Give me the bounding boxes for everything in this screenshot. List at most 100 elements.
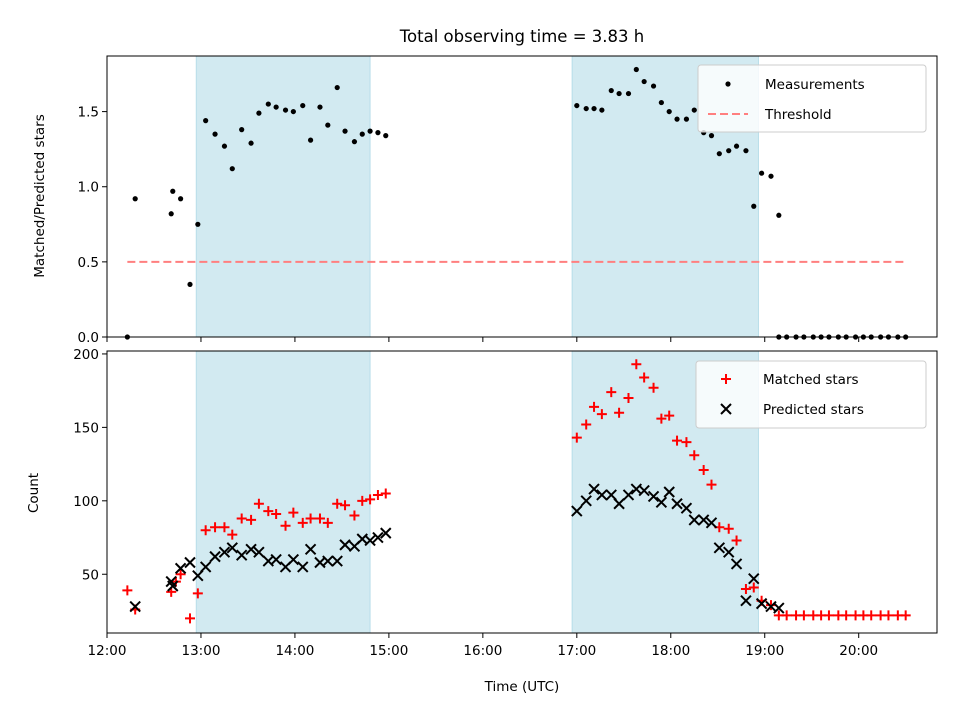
measurement-point: [282, 107, 289, 113]
x-tick-label: 19:00: [745, 643, 784, 659]
matched-star-point: [589, 401, 600, 412]
axes-frame: [106, 55, 938, 338]
matched-star-point: [731, 535, 742, 546]
matched-star-point: [571, 432, 582, 443]
x-tick-label: 13:00: [182, 643, 221, 659]
bottom-y-axis-label: Count: [26, 473, 42, 513]
predicted-star-point: [322, 555, 334, 567]
measurement-point: [300, 102, 306, 109]
matched-star-point: [246, 514, 257, 525]
predicted-star-point: [372, 531, 384, 544]
legend-marker-predicted: [720, 403, 732, 415]
predicted-star-point: [253, 546, 265, 558]
matched-star-point: [631, 359, 642, 370]
measurement-point: [273, 104, 279, 110]
matched-star-point: [253, 498, 264, 509]
predicted-star-point: [209, 550, 221, 563]
predicted-star-point: [723, 546, 735, 558]
matched-star-point: [357, 495, 368, 506]
measurement-point: [776, 212, 782, 218]
measurement-point: [342, 128, 348, 134]
predicted-star-point: [748, 572, 760, 585]
matched-star-point: [900, 610, 911, 621]
matched-star-point: [340, 500, 351, 511]
measurement-point: [726, 148, 732, 154]
matched-star-point: [271, 509, 282, 520]
x-tick-label: 12:00: [88, 643, 127, 659]
matched-star-point: [380, 488, 391, 499]
matched-star-point: [210, 522, 221, 533]
measurement-point: [367, 128, 373, 134]
predicted-star-point: [697, 514, 710, 526]
measurement-point: [658, 99, 664, 106]
y-tick-label: 0.0: [78, 330, 99, 346]
predicted-star-point: [364, 534, 376, 547]
measurement-point: [759, 170, 765, 176]
matched-star-point: [227, 529, 238, 540]
matched-star-point: [297, 517, 308, 528]
predicted-star-point: [129, 600, 141, 613]
matched-star-point: [219, 522, 230, 533]
measurement-point: [691, 107, 697, 113]
predicted-star-point: [680, 502, 693, 514]
measurement-point: [239, 127, 245, 133]
x-axis-label: Time (UTC): [484, 679, 560, 695]
measurement-point: [307, 137, 314, 143]
predicted-star-point: [613, 498, 625, 510]
measurement-point: [708, 133, 715, 139]
matched-star-point: [581, 419, 592, 430]
matched-star-point: [606, 387, 617, 398]
legend-box: [695, 360, 927, 429]
measurement-point: [683, 116, 690, 122]
matched-star-point: [706, 479, 717, 490]
predicted-star-point: [287, 553, 300, 566]
predicted-star-point: [713, 542, 726, 554]
predicted-star-point: [655, 496, 668, 508]
x-tick-label: 14:00: [275, 643, 314, 659]
matched-star-point: [672, 435, 683, 446]
predicted-star-point: [339, 539, 351, 551]
matched-star-point: [305, 513, 316, 524]
predicted-star-point: [297, 561, 309, 573]
y-tick-label: 100: [73, 494, 99, 510]
measurement-point: [599, 107, 605, 113]
matched-star-point: [365, 494, 376, 505]
legend-label: Measurements: [765, 77, 865, 93]
measurement-point: [178, 196, 184, 202]
measurement-point: [768, 173, 774, 179]
measurement-point: [168, 211, 174, 217]
measurement-point: [212, 131, 218, 137]
matched-star-point: [332, 498, 343, 509]
measurement-point: [650, 83, 657, 89]
predicted-star-point: [622, 489, 635, 501]
chart-title: Total observing time = 3.83 h: [399, 27, 644, 46]
measurement-point: [359, 131, 365, 137]
measurement-point: [265, 101, 271, 107]
predicted-star-point: [380, 527, 392, 539]
matched-star-point: [866, 610, 877, 621]
measurement-point: [751, 203, 757, 209]
matched-star-point: [122, 585, 133, 596]
predicted-star-point: [638, 484, 650, 497]
measurement-point: [290, 108, 296, 115]
measurement-point: [591, 105, 597, 112]
matched-star-point: [314, 513, 325, 524]
matched-star-point: [689, 450, 700, 461]
measurement-point: [583, 105, 589, 112]
y-tick-label: 0.5: [78, 255, 99, 271]
measurement-point: [187, 281, 193, 288]
predicted-star-point: [218, 546, 231, 558]
measurement-point: [170, 188, 176, 194]
matched-star-point: [664, 410, 675, 421]
predicted-star-point: [270, 553, 282, 566]
predicted-star-point: [671, 498, 683, 510]
top-panel: 0.0 0.5 1.0 1.5 Measurements Threshold: [78, 55, 938, 346]
matched-star-point: [200, 525, 211, 536]
y-tick-label: 50: [82, 567, 99, 583]
predicted-star-point: [199, 561, 212, 573]
predicted-star-point: [331, 555, 343, 567]
predicted-star-point: [596, 489, 608, 501]
predicted-star-point: [580, 495, 592, 507]
matched-star-point: [841, 610, 852, 621]
measurement-point: [733, 143, 740, 149]
